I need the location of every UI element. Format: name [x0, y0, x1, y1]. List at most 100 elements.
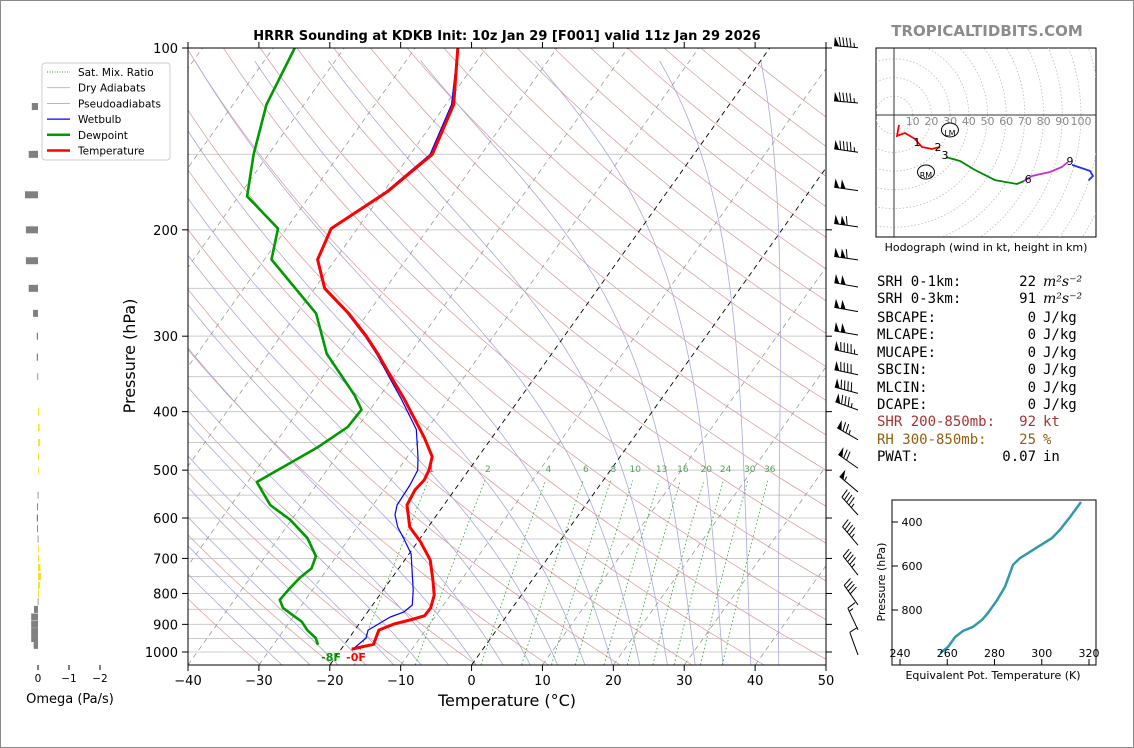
y-tick-label: 700: [153, 552, 178, 567]
omega-bar: [28, 150, 38, 158]
barb-full: [842, 519, 849, 528]
pseudoadiabat: [188, 516, 339, 665]
wind-barb: [834, 214, 859, 228]
barb-flag: [840, 323, 846, 333]
mixing-ratio-label: 8: [610, 465, 616, 475]
barb-half: [853, 98, 856, 103]
wind-barb: [847, 602, 859, 631]
omega-bar: [38, 564, 41, 572]
hodograph-segment: [895, 124, 941, 150]
barb-flag: [840, 215, 846, 226]
index-row: SBCIN: 0 J/kg: [0, 362, 1134, 379]
omega-bar: [37, 373, 39, 381]
barb-full: [849, 586, 857, 595]
barb-flag: [834, 247, 840, 258]
omega-axis-label: Omega (Pa/s): [26, 692, 114, 707]
hodograph-ring-label: 100: [1071, 115, 1092, 128]
skew-t-axes: −40 −30 −20 −10 0 10 20 30 40 50 100 200 300 400 500 60…: [145, 42, 834, 689]
barb-full: [846, 141, 849, 151]
barb-shaft: [834, 186, 859, 192]
pseudoadiabat: [254, 60, 641, 665]
barb-half: [851, 533, 855, 538]
legend-label: Wetbulb: [78, 114, 122, 126]
hodograph-height-label: 9: [1066, 155, 1073, 168]
index-label: SBCIN:: [877, 362, 928, 378]
mixing-ratio-line: [626, 480, 681, 665]
hodograph-ring-label: 20: [924, 115, 938, 128]
storm-motion-label: LM: [944, 129, 955, 138]
omega-bar: [37, 598, 39, 606]
hodograph-frame: [875, 47, 1097, 238]
dry-adiabat: [443, 48, 826, 368]
omega-bar: [33, 605, 38, 613]
index-label: MLCIN:: [877, 380, 928, 396]
pseudoadiabat: [188, 303, 504, 665]
mixing-ratio-line: [414, 480, 486, 665]
hodograph-height-label: 2: [934, 141, 941, 154]
barb-full: [849, 93, 852, 103]
barb-full: [847, 554, 854, 563]
dry-adiabat: [188, 49, 826, 621]
hodograph-ring-label: 50: [981, 115, 995, 128]
x-axis-label: Temperature (°C): [437, 691, 576, 710]
barb-full: [849, 142, 852, 152]
barb-half: [850, 402, 853, 408]
omega-bar: [38, 545, 39, 553]
barb-half: [851, 563, 856, 568]
mixing-ratio-line: [551, 480, 612, 665]
index-value: 0.07: [1002, 449, 1036, 465]
pseudoadiabat: [327, 60, 668, 665]
omega-tick-label: −1: [61, 673, 76, 685]
index-row: MLCIN: 0 J/kg: [0, 380, 1134, 397]
mixing-ratio-label: 2: [485, 465, 491, 475]
wind-barb: [834, 140, 859, 153]
barb-shaft: [849, 632, 859, 656]
surface-dewpoint-label: -8F: [321, 651, 341, 664]
profiles: [245, 48, 460, 651]
hodograph-ring-label: 60: [999, 115, 1013, 128]
isotherm: [400, 67, 826, 665]
chart-title: HRRR Sounding at KDKB Init: 10z Jan 29 […: [253, 29, 760, 44]
index-label: PWAT:: [877, 449, 920, 465]
index-value: 92: [1019, 414, 1036, 430]
mixing-ratio-label: 6: [583, 465, 589, 475]
dry-adiabat: [223, 48, 826, 582]
barb-flag: [837, 420, 842, 431]
y-tick-label: 200: [153, 224, 178, 239]
theta-e-y-tick-label: 400: [902, 516, 923, 529]
wind-barb: [841, 489, 859, 516]
pseudoadiabat: [188, 455, 394, 665]
omega-bar: [38, 573, 42, 581]
barb-flag: [839, 469, 846, 480]
y-tick-label: 300: [153, 330, 178, 345]
background-lines: 1 2 4 6 8 10 13 16 20 24 30 36: [188, 48, 826, 665]
index-value: 91: [1019, 291, 1036, 307]
index-value: 0: [1027, 327, 1036, 343]
barb-full: [842, 141, 845, 151]
mixing-ratio-line: [480, 480, 546, 665]
y-tick-label: 800: [153, 587, 178, 602]
hodograph-ring-label: 70: [1018, 115, 1032, 128]
barb-flag: [834, 178, 840, 188]
barb-flag: [840, 179, 846, 189]
barb-flag: [840, 248, 846, 259]
mixing-ratio-label: 16: [677, 465, 689, 475]
barb-flag: [834, 91, 840, 102]
omega-bar: [28, 284, 38, 292]
barb-flag: [834, 36, 840, 47]
x-tick-label: 0: [467, 674, 475, 689]
index-value: 0: [1027, 362, 1036, 378]
y-axis-label: Pressure (hPa): [120, 299, 139, 414]
x-tick-label: 10: [534, 674, 551, 689]
dry-adiabat: [517, 48, 826, 302]
barb-full: [849, 37, 852, 48]
barb-shaft: [841, 496, 859, 516]
dry-adiabat: [406, 48, 826, 401]
pseudoadiabat: [534, 60, 724, 665]
index-row: PWAT: 0.07 in: [0, 449, 1134, 466]
mixing-ratio-label: 1: [429, 465, 435, 475]
index-label: DCAPE:: [877, 397, 928, 413]
wind-barb: [834, 91, 859, 104]
barb-full: [846, 494, 853, 503]
mixing-ratio-line: [652, 480, 705, 665]
